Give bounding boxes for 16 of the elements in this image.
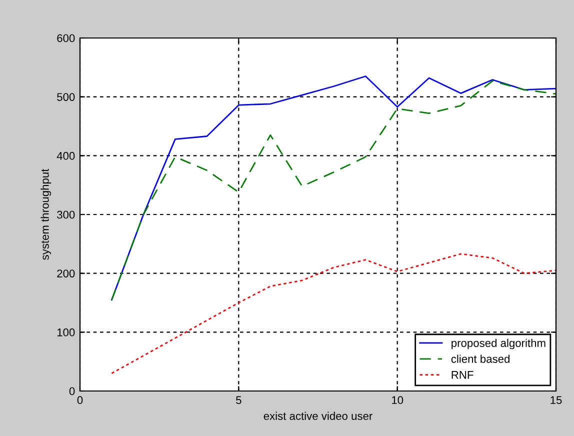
y-tick-label: 200 xyxy=(57,270,75,278)
y-tick-label: 500 xyxy=(57,93,75,101)
y-tick-label: 100 xyxy=(57,328,75,336)
y-tick-label: 0 xyxy=(69,387,75,396)
x-axis-title: exist active video user xyxy=(264,412,372,420)
y-axis-title: system throughput xyxy=(40,168,52,260)
x-tick-label: 5 xyxy=(236,396,242,404)
y-tick-label: 400 xyxy=(56,152,75,160)
y-tick-label: 300 xyxy=(57,210,75,219)
legend-label: RNF xyxy=(452,371,474,379)
x-tick-label: 10 xyxy=(392,396,404,404)
x-tick-label: 15 xyxy=(550,396,562,404)
y-tick-label: 600 xyxy=(57,34,75,42)
legend-label: client based xyxy=(451,354,510,363)
legend-label: proposed algorithm xyxy=(452,338,546,350)
x-tick-label: 0 xyxy=(77,396,83,404)
